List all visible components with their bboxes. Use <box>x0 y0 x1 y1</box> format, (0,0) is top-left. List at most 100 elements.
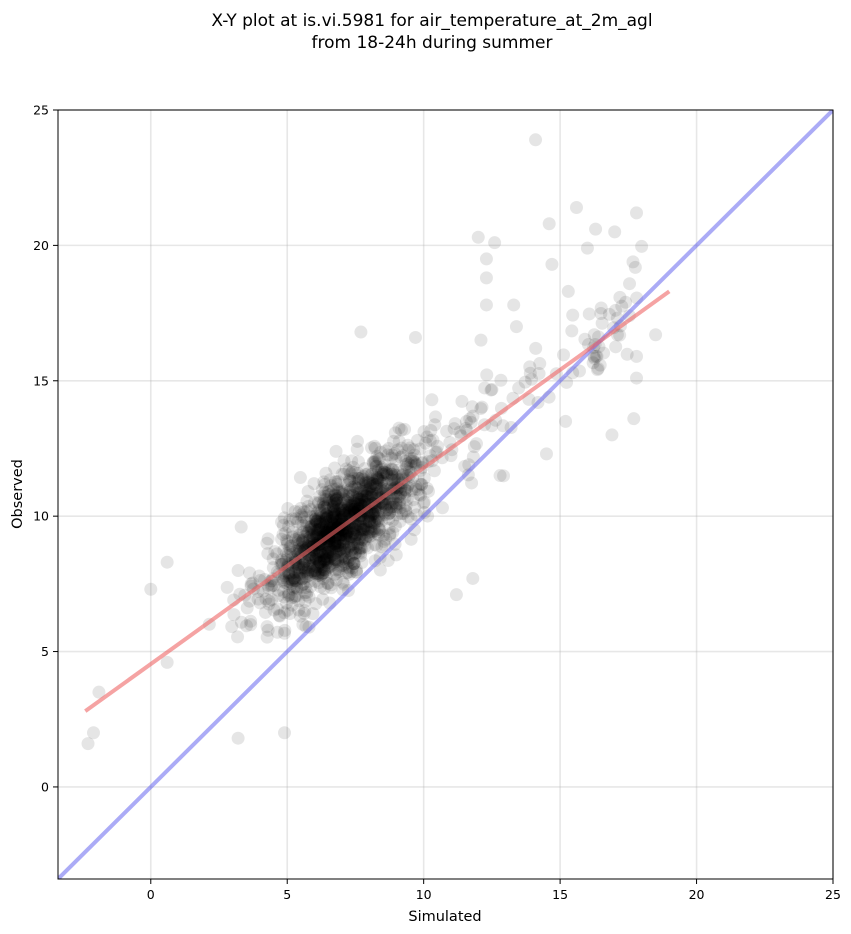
scatter-point <box>342 490 356 504</box>
scatter-point <box>355 527 369 541</box>
scatter-point <box>262 597 276 611</box>
scatter-point <box>288 589 302 603</box>
scatter-point <box>351 471 365 485</box>
scatter-point <box>586 356 600 370</box>
scatter-point <box>327 482 341 496</box>
scatter-point <box>336 536 350 550</box>
scatter-point <box>587 350 601 364</box>
scatter-point <box>338 496 352 510</box>
scatter-point <box>587 328 601 342</box>
scatter-point <box>399 498 413 512</box>
scatter-point <box>408 330 422 344</box>
scatter-point <box>609 340 623 354</box>
scatter-point <box>310 523 324 537</box>
scatter-point <box>318 544 332 558</box>
scatter-point <box>327 509 341 523</box>
scatter-point <box>630 349 644 363</box>
scatter-point <box>578 332 592 346</box>
scatter-point <box>345 454 359 468</box>
scatter-point <box>455 394 469 408</box>
scatter-point <box>337 577 351 591</box>
scatter-point <box>328 563 342 577</box>
scatter-point <box>412 488 426 502</box>
scatter-point <box>343 531 357 545</box>
scatter-point <box>283 539 297 553</box>
scatter-point <box>366 455 380 469</box>
scatter-point <box>323 509 337 523</box>
scatter-point <box>332 513 346 527</box>
scatter-point <box>363 480 377 494</box>
scatter-point <box>327 505 341 519</box>
scatter-point <box>369 457 383 471</box>
scatter-point <box>394 423 408 437</box>
scatter-point <box>319 511 333 525</box>
scatter-point <box>341 532 355 546</box>
scatter-point <box>319 496 333 510</box>
scatter-point <box>296 565 310 579</box>
scatter-point <box>323 539 337 553</box>
scatter-point <box>316 498 330 512</box>
scatter-point <box>533 357 547 371</box>
scatter-point <box>381 507 395 521</box>
scatter-point <box>372 451 386 465</box>
scatter-point <box>326 500 340 514</box>
scatter-point <box>344 474 358 488</box>
scatter-point <box>360 489 374 503</box>
scatter-point <box>337 508 351 522</box>
scatter-point <box>393 514 407 528</box>
scatter-point <box>389 502 403 516</box>
scatter-point <box>332 543 346 557</box>
scatter-point <box>351 466 365 480</box>
scatter-point <box>493 469 507 483</box>
scatter-point <box>337 504 351 518</box>
reference-line <box>58 110 833 879</box>
scatter-point <box>367 507 381 521</box>
scatter-point <box>319 489 333 503</box>
scatter-point <box>488 236 502 250</box>
scatter-point <box>357 486 371 500</box>
scatter-point <box>358 462 372 476</box>
scatter-point <box>310 560 324 574</box>
scatter-point <box>357 484 371 498</box>
scatter-point <box>373 522 387 536</box>
scatter-point <box>304 522 318 536</box>
chart-title-line-2: from 18-24h during summer <box>312 33 553 53</box>
scatter-point <box>334 502 348 516</box>
scatter-point <box>349 523 363 537</box>
scatter-point <box>301 566 315 580</box>
scatter-point <box>353 528 367 542</box>
scatter-point <box>328 536 342 550</box>
scatter-point <box>303 530 317 544</box>
scatter-point <box>321 545 335 559</box>
scatter-point <box>380 476 394 490</box>
scatter-point <box>313 544 327 558</box>
scatter-point <box>292 533 306 547</box>
scatter-point <box>420 481 434 495</box>
scatter-point <box>353 484 367 498</box>
scatter-point <box>312 512 326 526</box>
scatter-point <box>325 544 339 558</box>
scatter-point <box>270 625 284 639</box>
scatter-point <box>309 597 323 611</box>
scatter-point <box>289 512 303 526</box>
scatter-point <box>344 467 358 481</box>
scatter-point <box>309 515 323 529</box>
scatter-point <box>347 537 361 551</box>
scatter-point <box>413 442 427 456</box>
scatter-point <box>287 572 301 586</box>
scatter-point <box>328 568 342 582</box>
scatter-point <box>351 537 365 551</box>
scatter-point <box>312 576 326 590</box>
scatter-point <box>371 472 385 486</box>
scatter-point <box>312 559 326 573</box>
scatter-point <box>388 452 402 466</box>
scatter-point <box>377 465 391 479</box>
scatter-point <box>381 496 395 510</box>
scatter-point <box>304 503 318 517</box>
scatter-point <box>338 542 352 556</box>
scatter-point <box>361 522 375 536</box>
scatter-point <box>324 551 338 565</box>
scatter-point <box>277 575 291 589</box>
scatter-point <box>318 566 332 580</box>
x-tick-label: 25 <box>825 887 841 902</box>
